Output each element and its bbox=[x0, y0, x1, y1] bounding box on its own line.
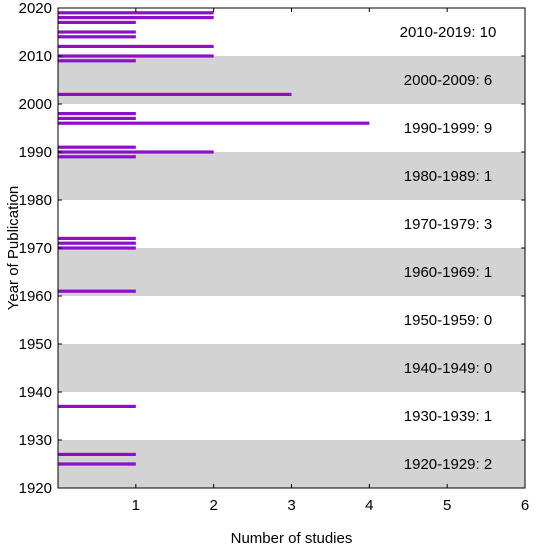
y-tick-label: 1930 bbox=[19, 432, 52, 449]
bar bbox=[58, 241, 136, 245]
bar bbox=[58, 145, 136, 149]
y-tick-label: 1990 bbox=[19, 144, 52, 161]
bar bbox=[58, 30, 136, 34]
bar bbox=[58, 16, 214, 20]
x-tick-label: 4 bbox=[365, 497, 373, 514]
x-tick-labels: 1 2 3 4 5 6 bbox=[132, 497, 530, 514]
bar bbox=[58, 54, 214, 58]
decade-count-label: 1960-1969: 1 bbox=[404, 264, 492, 281]
decade-labels: 1920-1929: 2 1930-1939: 1 1940-1949: 0 1950… bbox=[400, 24, 497, 473]
y-tick-label: 1950 bbox=[19, 336, 52, 353]
bar bbox=[58, 150, 214, 154]
y-tick-label: 1920 bbox=[19, 480, 52, 497]
decade-count-label: 1990-1999: 9 bbox=[404, 120, 492, 137]
axes bbox=[57, 7, 526, 489]
x-tick-label: 5 bbox=[443, 497, 451, 514]
bar bbox=[58, 20, 136, 24]
y-tick-label: 2020 bbox=[19, 0, 52, 17]
decade-count-label: 1970-1979: 3 bbox=[404, 216, 492, 233]
y-tick-labels: 1920 1930 1940 1950 1960 1970 1980 1990 2000 2010… bbox=[19, 0, 52, 497]
bar bbox=[58, 59, 136, 63]
x-tick-label: 3 bbox=[287, 497, 295, 514]
decade-band bbox=[58, 248, 525, 296]
bar bbox=[58, 44, 214, 48]
y-tick-label: 1970 bbox=[19, 240, 52, 257]
decade-count-label: 1950-1959: 0 bbox=[404, 312, 492, 329]
decade-band bbox=[58, 152, 525, 200]
decade-count-label: 1920-1929: 2 bbox=[404, 456, 492, 473]
bar bbox=[58, 404, 136, 408]
bars bbox=[58, 11, 370, 466]
decade-count-label: 1930-1939: 1 bbox=[404, 408, 492, 425]
bar bbox=[58, 121, 370, 125]
y-axis-title: Year of Publication bbox=[5, 186, 22, 311]
bar bbox=[58, 155, 136, 159]
bar bbox=[58, 116, 136, 120]
bar bbox=[58, 462, 136, 466]
bar bbox=[58, 452, 136, 456]
bar bbox=[58, 236, 136, 240]
x-tick-label: 6 bbox=[521, 497, 529, 514]
y-tick-label: 2010 bbox=[19, 48, 52, 65]
y-tick-label: 2000 bbox=[19, 96, 52, 113]
x-tick-label: 2 bbox=[209, 497, 217, 514]
bar bbox=[58, 289, 136, 293]
x-axis-title: Number of studies bbox=[231, 530, 353, 547]
bar bbox=[58, 11, 214, 15]
bar bbox=[58, 92, 292, 96]
decade-count-label: 2010-2019: 10 bbox=[400, 24, 497, 41]
bar bbox=[58, 112, 136, 116]
decade-count-label: 2000-2009: 6 bbox=[404, 72, 492, 89]
decade-count-label: 1980-1989: 1 bbox=[404, 168, 492, 185]
bar bbox=[58, 35, 136, 39]
decade-count-label: 1940-1949: 0 bbox=[404, 360, 492, 377]
y-tick-label: 1980 bbox=[19, 192, 52, 209]
decade-band bbox=[58, 344, 525, 392]
y-tick-label: 1960 bbox=[19, 288, 52, 305]
y-tick-label: 1940 bbox=[19, 384, 52, 401]
bar bbox=[58, 246, 136, 250]
x-tick-label: 1 bbox=[132, 497, 140, 514]
